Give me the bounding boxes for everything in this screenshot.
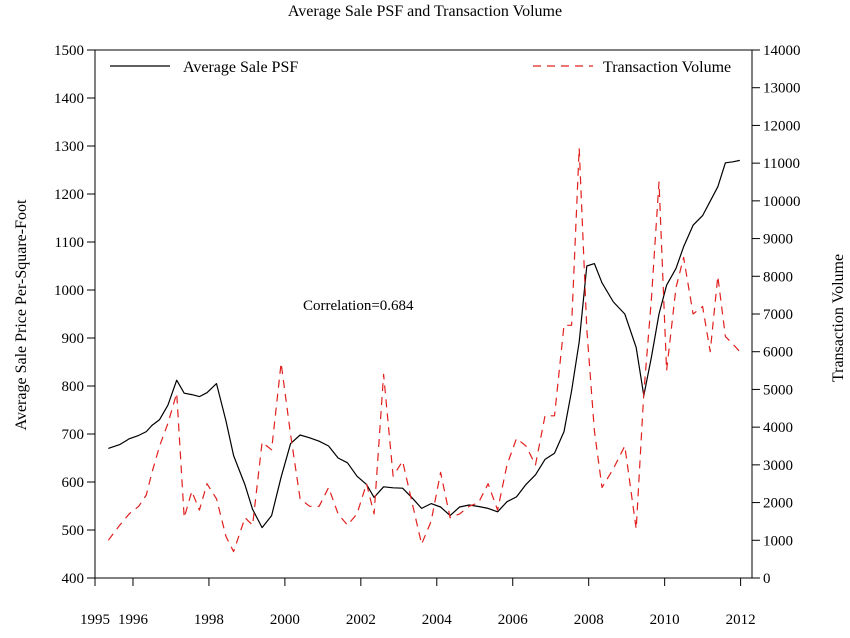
y2-tick-label: 5000 (763, 382, 793, 398)
y2-tick-label: 1000 (763, 533, 793, 549)
x-tick-label: 1995 (80, 612, 110, 628)
y2-tick-label: 3000 (763, 458, 793, 474)
correlation-annotation: Correlation=0.684 (303, 298, 414, 314)
x-tick-label: 2010 (650, 612, 680, 628)
y2-tick-label: 0 (763, 571, 771, 587)
y-tick-label: 1400 (54, 91, 84, 107)
x-tick-label: 1998 (194, 612, 224, 628)
y-tick-label: 1100 (55, 235, 84, 251)
y-tick-label: 800 (62, 379, 85, 395)
x-tick-label: 2008 (574, 612, 604, 628)
x-tick-label: 2002 (346, 612, 376, 628)
y-axis-left: 400 500 600 700 800 900 1000 1100 1200 1300 1400 15… (54, 43, 95, 587)
legend-label-volume: Transaction Volume (603, 59, 731, 76)
y2-tick-label: 14000 (763, 43, 801, 59)
y2-axis-label: Transaction Volume (830, 254, 847, 382)
chart-title: Average Sale PSF and Transaction Volume (288, 3, 562, 20)
y2-tick-label: 4000 (763, 420, 793, 436)
x-tick-label: 2000 (270, 612, 300, 628)
x-axis: 1995 1996 1998 2000 2002 2004 2006 2008 2010 2012 (80, 578, 756, 628)
y-tick-label: 1300 (54, 139, 84, 155)
y2-tick-label: 12000 (763, 118, 801, 134)
y-tick-label: 500 (62, 523, 85, 539)
x-tick-label: 2006 (498, 612, 529, 628)
y-axis-label: Average Sale Price Per-Square-Foot (13, 199, 30, 430)
series-layer (107, 147, 741, 553)
y-axis-right: 0 1000 2000 3000 4000 5000 6000 7000 8000 9000 100… (752, 43, 801, 587)
y2-tick-label: 11000 (763, 156, 800, 172)
y-tick-label: 1000 (54, 283, 84, 299)
y2-tick-label: 7000 (763, 307, 793, 323)
y2-tick-label: 10000 (763, 194, 801, 210)
y2-tick-label: 2000 (763, 496, 793, 512)
x-tick-label: 1996 (118, 612, 149, 628)
y-tick-label: 1200 (54, 187, 84, 203)
x-tick-label: 2012 (726, 612, 756, 628)
y2-tick-label: 8000 (763, 269, 793, 285)
y-tick-label: 900 (62, 331, 85, 347)
y2-tick-label: 6000 (763, 345, 793, 361)
y-tick-label: 600 (62, 475, 85, 491)
y-tick-label: 700 (62, 427, 85, 443)
series-line-transaction-volume (107, 147, 741, 553)
x-tick-label: 2004 (422, 612, 453, 628)
y2-tick-label: 13000 (763, 81, 801, 97)
series-line-average-sale-psf (108, 159, 740, 529)
y2-tick-label: 9000 (763, 232, 793, 248)
y-tick-label: 1500 (54, 43, 84, 59)
legend-label-psf: Average Sale PSF (183, 59, 298, 76)
legend: Average Sale PSF Transaction Volume (110, 59, 731, 76)
y-tick-label: 400 (62, 571, 85, 587)
plot-frame (94, 49, 753, 579)
